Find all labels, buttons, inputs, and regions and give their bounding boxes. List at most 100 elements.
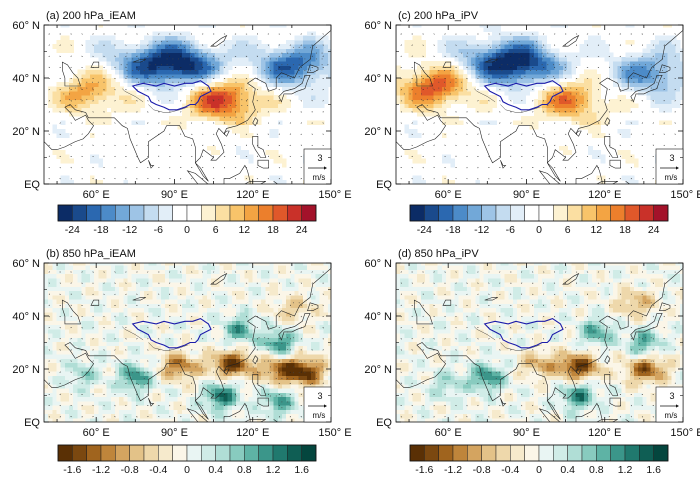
shade-cell [525,70,530,75]
shade-cell [194,40,199,45]
shade-cell [404,87,409,92]
shade-cell [182,116,187,121]
shade-cell [98,36,103,41]
shade-cell [228,397,233,402]
shade-cell [676,87,681,92]
shade-cell [676,78,681,83]
stipple-dot [144,70,145,71]
shade-cell [320,120,325,125]
shade-cell [94,103,99,108]
stipple-dot [639,76,640,77]
shade-cell [173,380,178,385]
shade-cell [236,405,241,410]
shade-cell [107,91,112,96]
colorbar-swatch [216,205,230,221]
shade-cell [240,384,245,389]
shade-cell [513,48,518,53]
stipple-dot [576,105,577,106]
shade-cell [676,103,681,108]
shade-cell [290,53,295,58]
shade-cell [417,78,422,83]
shade-cell [169,388,174,393]
stipple-dot [542,58,543,59]
shade-cell [199,112,204,117]
shade-cell [265,405,270,410]
shade-cell [61,87,66,92]
shade-cell [98,95,103,100]
shade-cell [65,414,70,419]
shade-cell [73,78,78,83]
shade-cell [299,91,304,96]
stipple-dot [167,64,168,65]
shade-cell [165,78,170,83]
shade-cell [500,61,505,66]
shade-cell [157,36,162,41]
shade-cell [434,91,439,96]
stipple-dot [484,70,485,71]
shade-cell [676,65,681,70]
shade-cell [190,48,195,53]
shade-cell [621,74,626,79]
shade-cell [409,74,414,79]
shade-cell [107,57,112,62]
shade-cell [90,112,95,117]
colorbar-swatch [510,205,524,221]
x-tick-label: 60° E [83,189,110,201]
shade-cell [450,120,455,125]
stipple-dot [461,88,462,89]
shade-cell [265,70,270,75]
shade-cell [290,70,295,75]
shade-cell [98,405,103,410]
shade-cell [44,397,49,402]
stipple-dot [490,47,491,48]
shade-cell [224,87,229,92]
shade-cell [257,57,262,62]
shade-cell [203,103,208,108]
shade-cell [153,91,158,96]
shade-cell [592,99,597,104]
shade-cell [253,405,258,410]
stipple-dot [276,64,277,65]
shade-cell [82,87,87,92]
shade-cell [119,108,124,113]
shade-cell [613,57,618,62]
shade-cell [596,129,601,134]
shade-cell [626,53,631,58]
shade-cell [57,95,62,100]
shade-cell [186,36,191,41]
stipple-dot [662,82,663,83]
shade-cell [186,40,191,45]
shade-cell [492,74,497,79]
stipple-dot [444,70,445,71]
shade-cell [61,414,66,419]
shade-cell [107,401,112,406]
shade-cell [165,392,170,397]
shade-cell [244,397,249,402]
shade-cell [224,95,229,100]
shade-cell [148,392,153,397]
y-tick-label: EQ [376,179,392,191]
shade-cell [534,65,539,70]
shade-cell [442,95,447,100]
shade-cell [307,87,312,92]
shade-cell [299,95,304,100]
shade-cell [663,44,668,49]
panel-title: (c) 200 hPa_iPV [398,10,479,22]
shade-cell [484,78,489,83]
shade-cell [107,99,112,104]
shade-cell [257,61,262,66]
shade-cell [282,401,287,406]
shade-cell [102,409,107,414]
shade-cell [592,40,597,45]
shade-cell [295,57,300,62]
shade-cell [454,116,459,121]
shade-cell [61,388,66,393]
stipple-dot [132,70,133,71]
shading-b [44,261,333,423]
shade-cell [102,112,107,117]
shade-cell [249,108,254,113]
shade-cell [119,99,124,104]
shade-cell [421,95,426,100]
shade-cell [521,36,526,41]
